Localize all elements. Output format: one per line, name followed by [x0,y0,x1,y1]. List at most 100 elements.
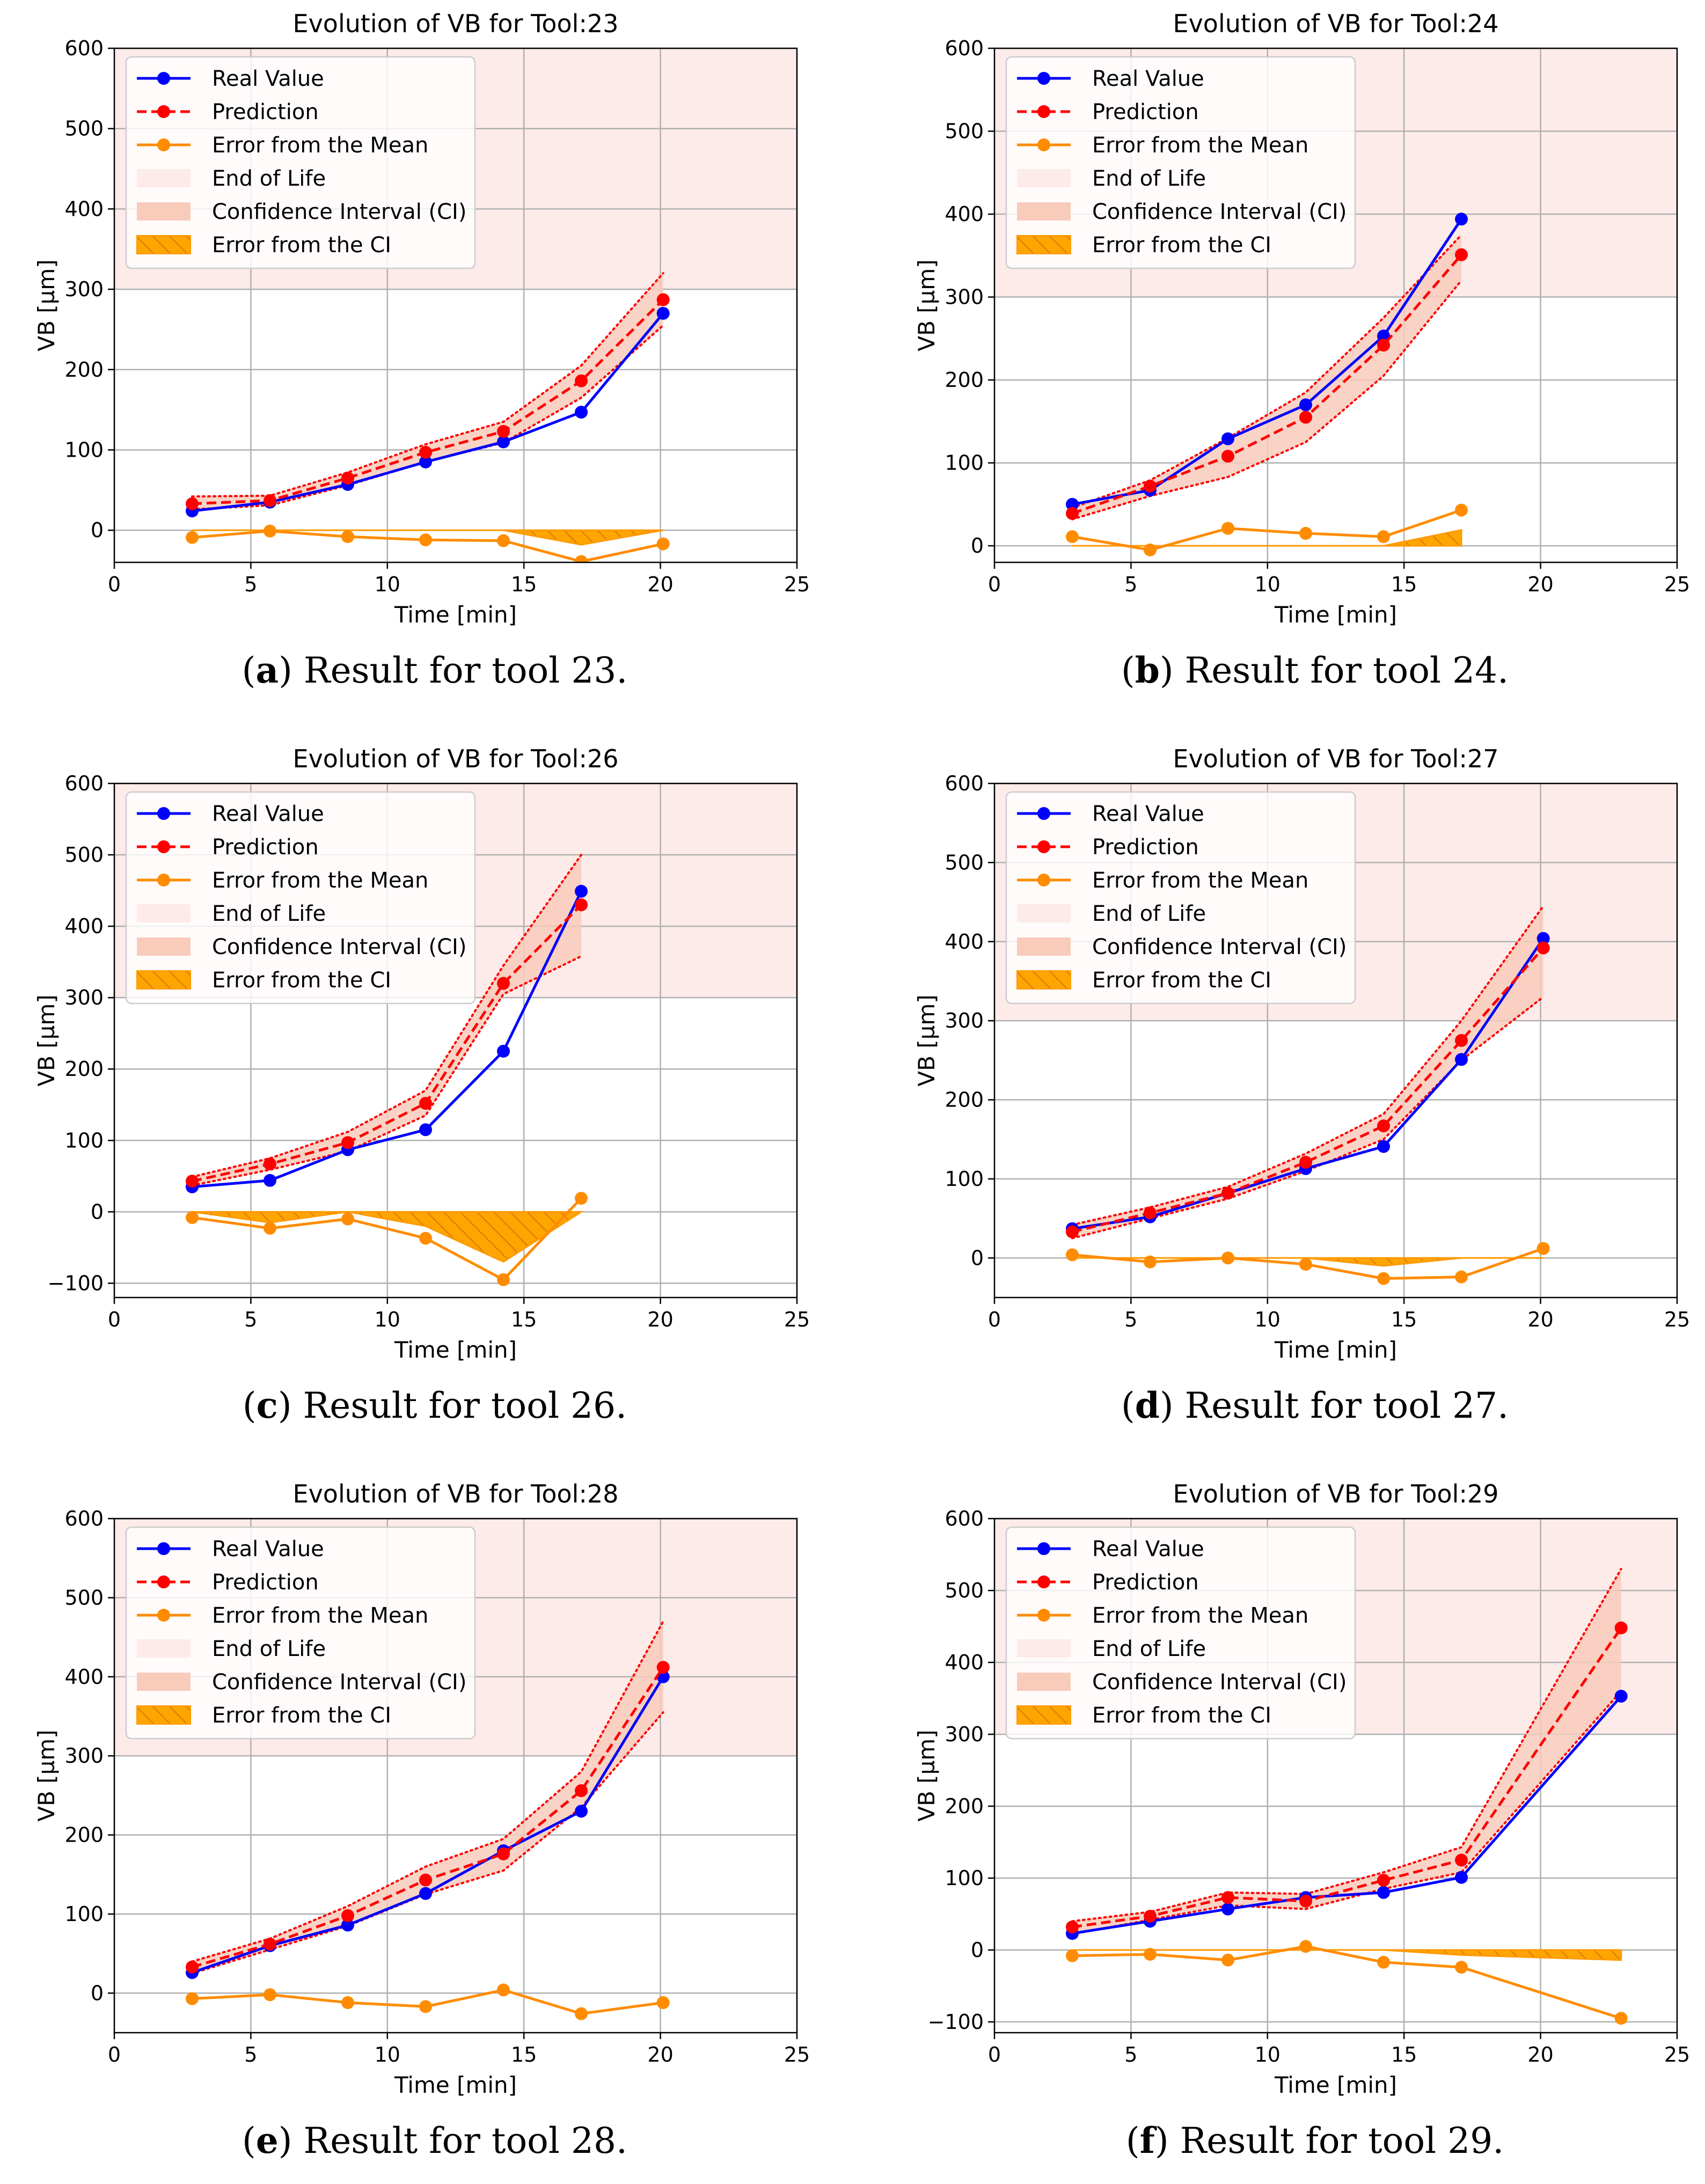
legend-err-marker [157,1609,170,1622]
legend-real-label: Real Value [1092,1537,1204,1562]
y-tick-label: 100 [64,1902,104,1926]
chart-panel-b: Evolution of VB for Tool:24 0 5 10 15 20 25 0 10… [896,0,1705,714]
legend-box [1005,56,1356,269]
real-value-point [264,1174,277,1187]
y-axis-label: VB [µm] [913,994,940,1086]
y-tick-label: 300 [64,986,104,1009]
y-tick-label: 400 [945,202,984,226]
legend-err-label: Error from the Mean [212,133,428,158]
axes-frame [113,782,798,1299]
real-value-point [1455,1871,1468,1884]
prediction-point [419,1873,433,1887]
x-tick-label: 25 [784,573,810,596]
error-from-mean-point [341,1996,355,2009]
error-from-mean-point [497,1983,510,1997]
prediction-point [1066,1921,1079,1934]
y-tick-label: 400 [64,1665,104,1689]
x-tick-label: 15 [1391,1308,1417,1331]
error-from-mean-point [575,2007,588,2020]
legend: Real Value Prediction Error from the Mean E… [125,1526,476,1740]
x-tick-label: 20 [647,1308,673,1331]
ci-lower-line [1071,279,1463,521]
prediction-point [1377,339,1391,352]
chart-svg: Evolution of VB for Tool:23 0 5 10 15 20 25 0 10… [33,9,810,628]
legend-eol-label: End of Life [212,1637,326,1661]
prediction-point [419,445,433,459]
y-axis-label: VB [µm] [913,1729,940,1821]
legend-ci-swatch [137,937,191,956]
x-tick-label: 0 [108,573,121,596]
prediction-point [419,1097,433,1110]
y-tick-label: 600 [945,772,984,795]
x-tick-label: 10 [375,573,400,596]
error-from-mean-point [575,555,588,562]
y-tick-label: 500 [64,1586,104,1609]
ci-error-area [1072,1257,1543,1267]
x-axis-label: Time [min] [1274,602,1397,628]
real-value-point [419,1887,433,1900]
legend-ci-swatch [1017,202,1071,221]
prediction-point [575,374,588,387]
y-tick-label: 300 [945,285,984,309]
ci-upper-line [191,854,583,1178]
real-value-point [1614,1689,1628,1703]
figure-caption: (d) Result for tool 27. [1121,1384,1509,1426]
legend-real-marker [1037,1542,1050,1555]
prediction-point [1455,248,1468,261]
legend-ci_err-swatch [1016,1705,1071,1725]
legend-real-label: Real Value [1092,67,1204,91]
real-value-point [1066,497,1079,511]
real-value-point [1221,432,1235,445]
y-tick-label: 100 [64,1128,104,1152]
legend-eol-swatch [1017,1639,1071,1658]
legend-ci-label: Confidence Interval (CI) [1092,1670,1347,1695]
chart-svg: Evolution of VB for Tool:28 0 5 10 15 20 25 0 10… [33,1479,810,2098]
legend-eol-swatch [137,1639,191,1658]
y-tick-label: 300 [64,277,104,301]
caption-text: Result for tool 27. [1173,1385,1509,1426]
error-from-mean-point [1221,1953,1235,1967]
real-value-point [1377,1886,1391,1899]
legend-box [125,1526,476,1740]
prediction-point [1536,941,1550,955]
legend-ci_err-swatch [136,235,191,254]
prediction-point [264,1937,277,1951]
chart-svg: Evolution of VB for Tool:27 0 5 10 15 20 25 0 10… [913,744,1690,1363]
axes-frame [113,1518,798,2034]
confidence-interval-band [192,1621,663,1974]
prediction-line [192,298,664,505]
legend-ci_err-swatch [1016,235,1071,254]
error-from-mean-point [1455,503,1468,517]
prediction-line [192,904,582,1183]
legend-err-marker [1037,138,1050,151]
chart-panel-d: Evolution of VB for Tool:27 0 5 10 15 20 25 0 10… [896,735,1705,1449]
x-tick-label: 0 [988,1308,1001,1331]
real-value-point [1377,329,1391,343]
y-tick-label: 100 [945,451,984,475]
y-tick-label: −100 [928,2010,984,2034]
ci-upper-line [191,272,664,498]
y-tick-label: −100 [48,1271,104,1295]
legend-ci_err-label: Error from the CI [212,1703,391,1728]
prediction-point [575,898,588,912]
error-from-mean-point [1066,1949,1079,1962]
error-from-mean-point [497,534,510,547]
x-tick-label: 5 [1124,2043,1137,2066]
legend-ci-swatch [1017,1673,1071,1691]
axes-frame [993,1518,1678,2034]
chart-svg: Evolution of VB for Tool:29 0 5 10 15 20 25 −10… [913,1479,1690,2098]
legend-eol-label: End of Life [212,166,326,191]
confidence-interval-band [192,855,582,1186]
real-value-point [341,1918,355,1932]
x-tick-label: 0 [108,1308,121,1331]
y-tick-label: 0 [971,1246,984,1270]
chart-title: Evolution of VB for Tool:28 [293,1479,619,1508]
x-tick-label: 25 [784,1308,810,1331]
error-from-mean-point [1614,2012,1628,2025]
legend-eol-swatch [137,904,191,922]
y-tick-label: 100 [945,1866,984,1890]
x-tick-label: 20 [1527,2043,1553,2066]
confidence-interval-band [192,273,663,510]
prediction-point [1299,1894,1313,1908]
chart-panel-a: Evolution of VB for Tool:23 0 5 10 15 20 25 0 10… [16,0,853,714]
